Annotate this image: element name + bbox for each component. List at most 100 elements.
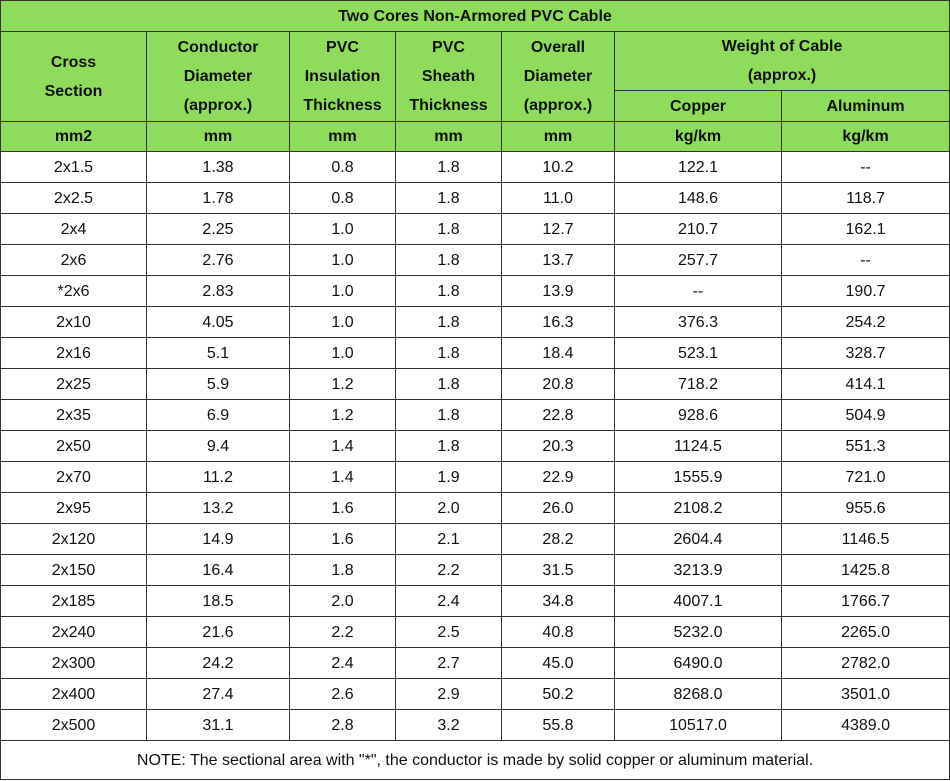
table-cell: 3213.9 (614, 554, 782, 586)
table-cell: 1.8 (395, 275, 502, 307)
table-cell: 2.4 (289, 647, 396, 679)
table-cell: 2x185 (0, 585, 147, 617)
table-cell: 2.8 (289, 709, 396, 741)
table-cell: 2x70 (0, 461, 147, 493)
unit-cell: mm (289, 121, 396, 152)
table-cell: 20.8 (501, 368, 615, 400)
table-cell: -- (614, 275, 782, 307)
table-cell: 1.8 (395, 213, 502, 245)
table-cell: 1555.9 (614, 461, 782, 493)
table-cell: 1.0 (289, 244, 396, 276)
table-cell: 0.8 (289, 182, 396, 214)
table-body: 2x1.5 1.38 0.8 1.8 10.2 122.1 -- 2x2.5 1.78 0.8 1.… (0, 151, 950, 741)
table-note: NOTE: The sectional area with "*", the c… (0, 740, 950, 780)
table-cell: 2.83 (146, 275, 290, 307)
table-cell: 2x240 (0, 616, 147, 648)
table-cell: 16.3 (501, 306, 615, 338)
table-row: 2x50 9.4 1.4 1.8 20.3 1124.5 551.3 (0, 430, 950, 462)
header-cross-section: Cross Section (0, 31, 147, 122)
table-title: Two Cores Non-Armored PVC Cable (0, 0, 950, 32)
unit-cell: mm (395, 121, 502, 152)
table-cell: 148.6 (614, 182, 782, 214)
table-cell: 1.8 (395, 306, 502, 338)
table-cell: *2x6 (0, 275, 147, 307)
table-cell: 2x1.5 (0, 151, 147, 183)
table-cell: 1.8 (395, 399, 502, 431)
table-cell: 2x6 (0, 244, 147, 276)
header-pvc-sheath-thickness: PVC Sheath Thickness (395, 31, 502, 122)
table-cell: 210.7 (614, 213, 782, 245)
table-cell: 2x500 (0, 709, 147, 741)
table-row: 2x6 2.76 1.0 1.8 13.7 257.7 -- (0, 244, 950, 276)
table-cell: 2.4 (395, 585, 502, 617)
table-cell: 11.2 (146, 461, 290, 493)
table-cell: 1146.5 (780, 523, 950, 555)
table-cell: 12.7 (501, 213, 615, 245)
table-cell: 1.0 (289, 337, 396, 369)
table-row: 2x95 13.2 1.6 2.0 26.0 2108.2 955.6 (0, 492, 950, 524)
header-overall-diameter: Overall Diameter (approx.) (501, 31, 615, 122)
header-aluminum: Aluminum (780, 90, 950, 122)
table-cell: 18.5 (146, 585, 290, 617)
table-cell: 2.0 (395, 492, 502, 524)
table-cell: 1.8 (289, 554, 396, 586)
table-cell: 6490.0 (614, 647, 782, 679)
table-row: 2x70 11.2 1.4 1.9 22.9 1555.9 721.0 (0, 461, 950, 493)
table-cell: 26.0 (501, 492, 615, 524)
table-cell: 4007.1 (614, 585, 782, 617)
table-cell: 2x300 (0, 647, 147, 679)
table-row: 2x300 24.2 2.4 2.7 45.0 6490.0 2782.0 (0, 647, 950, 679)
table-cell: 9.4 (146, 430, 290, 462)
table-cell: 20.3 (501, 430, 615, 462)
table-cell: 1.4 (289, 461, 396, 493)
table-cell: 31.5 (501, 554, 615, 586)
table-row: *2x6 2.83 1.0 1.8 13.9 -- 190.7 (0, 275, 950, 307)
table-cell: 2x10 (0, 306, 147, 338)
table-cell: 2.25 (146, 213, 290, 245)
table-cell: 50.2 (501, 678, 615, 710)
table-cell: 1.8 (395, 151, 502, 183)
table-cell: 1.8 (395, 337, 502, 369)
header-weight-of-cable: Weight of Cable (approx.) (613, 31, 950, 91)
table-cell: 1.38 (146, 151, 290, 183)
table-cell: 2x400 (0, 678, 147, 710)
table-cell: 721.0 (780, 461, 950, 493)
table-cell: 2.5 (395, 616, 502, 648)
table-cell: 2.6 (289, 678, 396, 710)
table-cell: 1766.7 (780, 585, 950, 617)
table-cell: 16.4 (146, 554, 290, 586)
table-cell: 257.7 (614, 244, 782, 276)
table-cell: 1.8 (395, 182, 502, 214)
units-row: mm2 mm mm mm mm kg/km kg/km (0, 121, 950, 152)
table-cell: 2782.0 (780, 647, 950, 679)
table-cell: 523.1 (614, 337, 782, 369)
table-cell: 1124.5 (614, 430, 782, 462)
table-cell: 551.3 (780, 430, 950, 462)
table-row: 2x150 16.4 1.8 2.2 31.5 3213.9 1425.8 (0, 554, 950, 586)
table-cell: 718.2 (614, 368, 782, 400)
table-row: 2x240 21.6 2.2 2.5 40.8 5232.0 2265.0 (0, 616, 950, 648)
table-cell: 45.0 (501, 647, 615, 679)
table-cell: 254.2 (780, 306, 950, 338)
unit-cell: kg/km (614, 121, 782, 152)
table-cell: 6.9 (146, 399, 290, 431)
table-cell: 2x4 (0, 213, 147, 245)
table-row: 2x2.5 1.78 0.8 1.8 11.0 148.6 118.7 (0, 182, 950, 214)
table-cell: 0.8 (289, 151, 396, 183)
table-row: 2x500 31.1 2.8 3.2 55.8 10517.0 4389.0 (0, 709, 950, 741)
table-row: 2x400 27.4 2.6 2.9 50.2 8268.0 3501.0 (0, 678, 950, 710)
table-cell: 2.7 (395, 647, 502, 679)
table-cell: 2.2 (289, 616, 396, 648)
table-cell: 4389.0 (780, 709, 950, 741)
table-row: 2x185 18.5 2.0 2.4 34.8 4007.1 1766.7 (0, 585, 950, 617)
table-cell: 2x35 (0, 399, 147, 431)
table-cell: 2265.0 (780, 616, 950, 648)
unit-cell: mm (146, 121, 290, 152)
table-cell: 2x95 (0, 492, 147, 524)
table-cell: 162.1 (780, 213, 950, 245)
table-cell: 1.0 (289, 213, 396, 245)
table-cell: 2x150 (0, 554, 147, 586)
table-cell: 18.4 (501, 337, 615, 369)
table-row: 2x4 2.25 1.0 1.8 12.7 210.7 162.1 (0, 213, 950, 245)
